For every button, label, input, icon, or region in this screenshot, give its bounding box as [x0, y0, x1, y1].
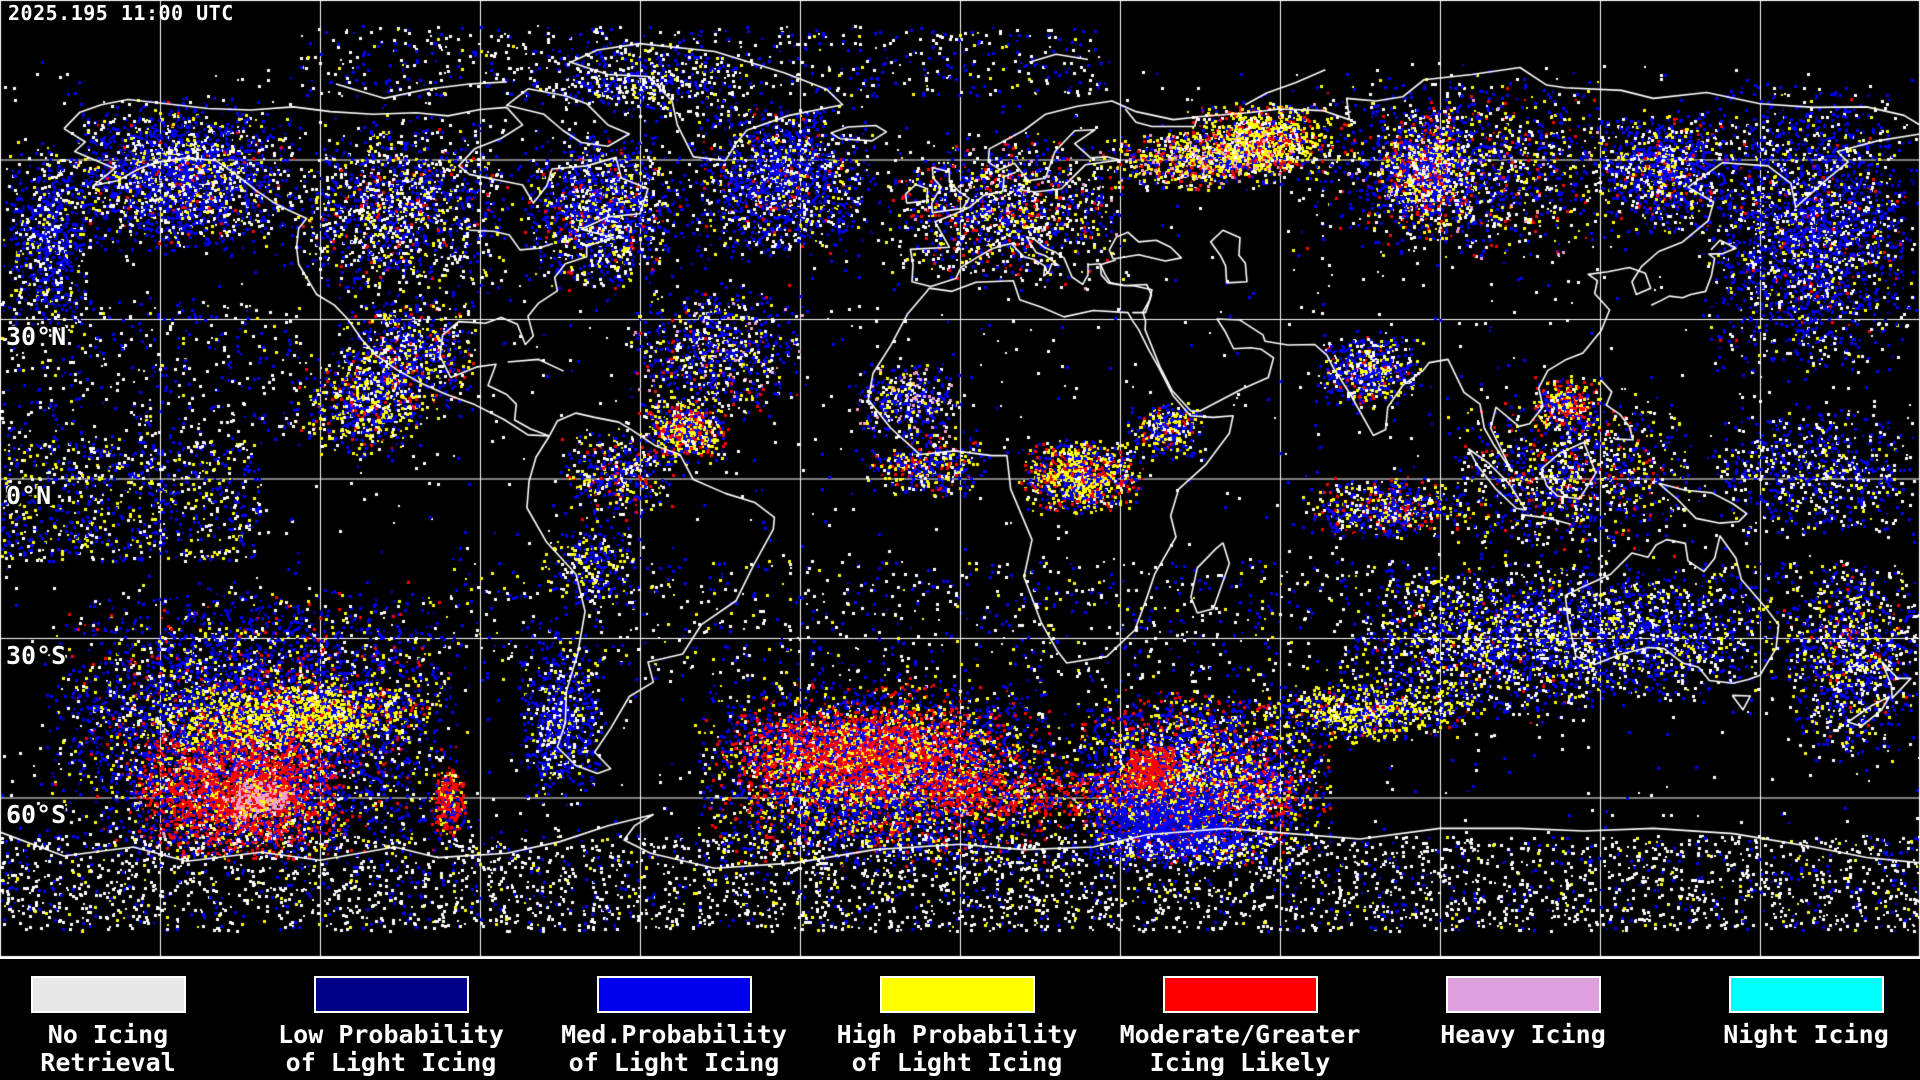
legend-label: Low Probability of Light Icing	[278, 1020, 504, 1077]
legend-label: Moderate/Greater Icing Likely	[1119, 1020, 1361, 1077]
legend-swatch	[1162, 976, 1318, 1013]
legend-item: Heavy Icing	[1382, 959, 1664, 1049]
legend-swatch	[1445, 976, 1601, 1013]
legend: No Icing Retrieval Low Probability of Lig…	[0, 957, 1920, 1080]
latitude-label: 30°N	[6, 322, 67, 351]
world-map-canvas	[0, 0, 1920, 957]
latitude-label: 30°S	[6, 641, 67, 670]
legend-swatch	[596, 976, 752, 1013]
map-area: 2025.195 11:00 UTC 30°N 0°N 30°S 60°S	[0, 0, 1920, 957]
timestamp: 2025.195 11:00 UTC	[8, 1, 234, 25]
legend-swatch	[30, 976, 186, 1013]
legend-item: No Icing Retrieval	[0, 959, 249, 1077]
legend-item: Night Icing	[1665, 959, 1920, 1049]
legend-label: No Icing Retrieval	[40, 1020, 176, 1077]
legend-item: Low Probability of Light Icing	[250, 959, 532, 1077]
legend-item: High Probability of Light Icing	[816, 959, 1098, 1077]
legend-label: High Probability of Light Icing	[836, 1020, 1078, 1077]
legend-item: Moderate/Greater Icing Likely	[1099, 959, 1381, 1077]
latitude-label: 60°S	[6, 800, 67, 829]
legend-label: Night Icing	[1723, 1020, 1889, 1049]
legend-swatch	[879, 976, 1035, 1013]
legend-item: Med.Probability of Light Icing	[533, 959, 815, 1077]
legend-label: Med.Probability of Light Icing	[561, 1020, 787, 1077]
legend-label: Heavy Icing	[1440, 1020, 1606, 1049]
legend-swatch	[1728, 976, 1884, 1013]
latitude-label: 0°N	[6, 481, 52, 510]
legend-swatch	[313, 976, 469, 1013]
